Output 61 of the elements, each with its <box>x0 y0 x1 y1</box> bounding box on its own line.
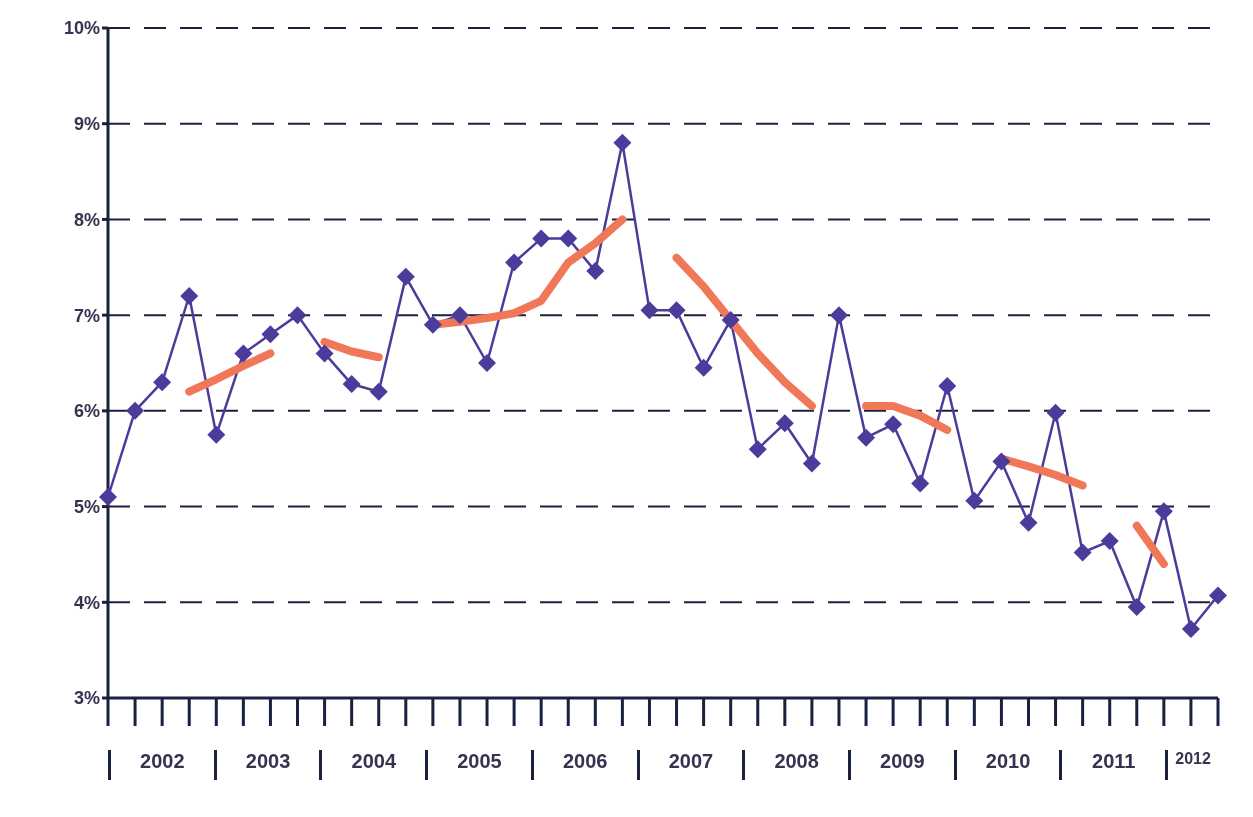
text: 2007 <box>636 750 743 780</box>
point <box>369 382 388 401</box>
point <box>99 488 117 506</box>
point <box>315 344 334 363</box>
point <box>884 415 903 434</box>
point <box>207 425 226 444</box>
point <box>1073 543 1092 562</box>
point <box>938 376 957 395</box>
point <box>505 253 524 272</box>
point <box>153 373 172 392</box>
point <box>1127 598 1146 617</box>
point <box>423 315 442 334</box>
point <box>586 262 605 281</box>
point <box>775 414 794 433</box>
point <box>126 401 145 420</box>
text: 2002 <box>108 750 214 780</box>
point <box>802 454 821 473</box>
point <box>1019 513 1038 532</box>
y-tick-label: 3% <box>73 688 100 709</box>
text: 2008 <box>742 750 848 780</box>
point <box>857 428 876 447</box>
text: 2010 <box>953 750 1060 780</box>
point <box>288 306 307 325</box>
point <box>965 491 984 510</box>
point <box>694 358 713 377</box>
point <box>396 267 415 286</box>
point <box>1100 532 1119 551</box>
point <box>613 133 632 152</box>
point <box>911 474 930 493</box>
y-tick-label: 10% <box>63 18 100 39</box>
point <box>640 301 659 320</box>
point <box>559 229 578 248</box>
point <box>1181 620 1200 639</box>
point <box>532 229 551 248</box>
point <box>1154 502 1173 521</box>
y-tick-label: 6% <box>73 401 100 422</box>
point <box>721 310 740 329</box>
text: 2006 <box>530 750 637 780</box>
text: 2012 <box>1165 750 1218 780</box>
y-tick-label: 7% <box>73 305 100 326</box>
point <box>261 325 280 344</box>
text: 2004 <box>319 750 426 780</box>
text: 2009 <box>848 750 954 780</box>
y-tick-label: 9% <box>73 114 100 135</box>
y-tick-label: 4% <box>73 592 100 613</box>
text: 2005 <box>425 750 531 780</box>
point <box>992 452 1011 471</box>
text: 2011 <box>1059 750 1166 780</box>
point <box>450 306 469 325</box>
point <box>667 301 686 320</box>
point <box>748 440 767 459</box>
point <box>234 344 253 363</box>
point <box>1209 586 1227 605</box>
point <box>180 287 199 305</box>
text: 2003 <box>213 750 320 780</box>
point <box>478 354 497 372</box>
point <box>829 306 848 325</box>
point <box>1046 403 1065 422</box>
point <box>342 375 361 394</box>
y-tick-label: 8% <box>73 209 100 230</box>
y-tick-label: 5% <box>73 496 100 517</box>
